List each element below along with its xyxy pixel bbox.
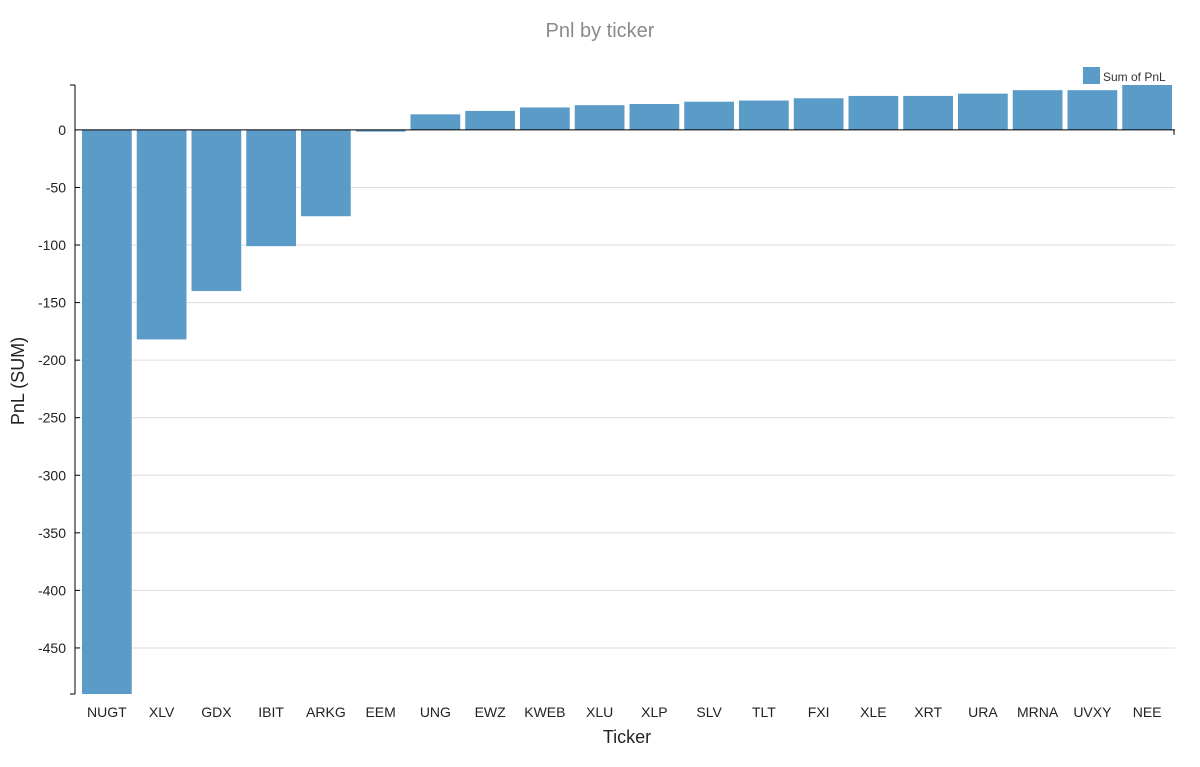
bar-ung <box>410 114 461 130</box>
y-tick-label: -450 <box>38 640 66 656</box>
y-tick-label: -150 <box>38 295 66 311</box>
x-tick-label: XRT <box>914 704 942 720</box>
x-tick-label: NUGT <box>87 704 127 720</box>
bar-nee <box>1122 85 1172 130</box>
x-tick-label: MRNA <box>1017 704 1059 720</box>
bar-xlu <box>574 105 625 130</box>
x-tick-label: NEE <box>1133 704 1162 720</box>
x-tick-label: GDX <box>201 704 232 720</box>
x-axis-label: Ticker <box>603 727 651 747</box>
x-tick-label: XLU <box>586 704 613 720</box>
x-tick-label: TLT <box>752 704 776 720</box>
x-tick-label: FXI <box>808 704 830 720</box>
bar-gdx <box>191 129 242 292</box>
legend: Sum of PnL <box>1083 67 1166 84</box>
x-tick-label: EEM <box>365 704 395 720</box>
x-tick-label: SLV <box>696 704 722 720</box>
y-tick-label: -350 <box>38 525 66 541</box>
x-tick-label: IBIT <box>258 704 284 720</box>
chart-title: Pnl by ticker <box>546 20 655 42</box>
x-tick-label: XLE <box>860 704 886 720</box>
bars <box>82 85 1172 694</box>
legend-label: Sum of PnL <box>1103 70 1166 84</box>
y-tick-label: -200 <box>38 352 66 368</box>
bar-arkg <box>301 129 351 217</box>
bar-ura <box>958 93 1008 130</box>
bar-kweb <box>520 107 570 130</box>
bar-eem <box>355 129 406 132</box>
x-axis-ticks: NUGT XLV GDX IBIT ARKG EEM UNG EWZ KWEB XLU XLP SLV… <box>87 704 1161 720</box>
x-tick-label: EWZ <box>475 704 507 720</box>
x-tick-label: URA <box>968 704 998 720</box>
bar-slv <box>684 101 734 130</box>
bar-tlt <box>739 100 789 130</box>
y-tick-label: -250 <box>38 410 66 426</box>
bar-uvxy <box>1067 90 1118 130</box>
x-tick-label: XLV <box>149 704 175 720</box>
axes <box>70 84 1175 695</box>
y-tick-label: -300 <box>38 467 66 483</box>
y-tick-label: -100 <box>38 237 66 253</box>
bar-fxi <box>793 98 844 130</box>
y-axis-label: PnL (SUM) <box>8 337 28 425</box>
bar-mrna <box>1012 90 1063 130</box>
y-axis-ticks: 0 -50 -100 -150 -200 -250 -300 -350 -400 -450 <box>38 122 80 656</box>
x-tick-label: KWEB <box>524 704 565 720</box>
bar-xrt <box>903 95 953 130</box>
legend-swatch <box>1083 67 1100 84</box>
grid-lines <box>80 186 1175 649</box>
bar-ewz <box>465 110 515 130</box>
bar-ibit <box>246 129 296 247</box>
y-tick-label: -50 <box>46 179 66 195</box>
x-tick-label: XLP <box>641 704 667 720</box>
bar-nugt <box>82 129 132 694</box>
bar-xlp <box>629 103 680 130</box>
y-tick-label: -400 <box>38 582 66 598</box>
y-tick-label: 0 <box>58 122 66 138</box>
x-tick-label: UVXY <box>1073 704 1112 720</box>
x-tick-label: UNG <box>420 704 451 720</box>
bar-xle <box>848 95 899 130</box>
bar-xlv <box>136 129 187 340</box>
x-tick-label: ARKG <box>306 704 346 720</box>
